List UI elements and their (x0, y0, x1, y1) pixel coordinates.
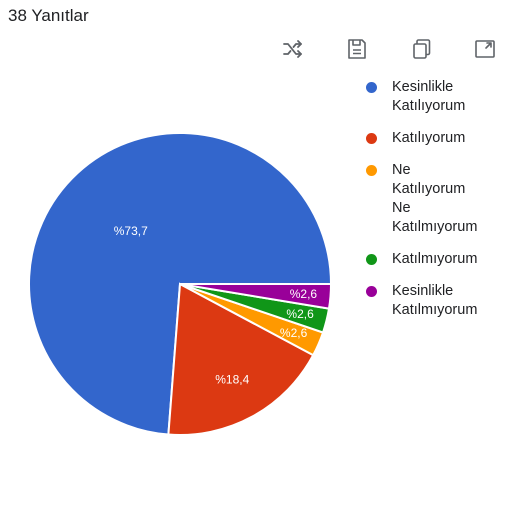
legend-swatch (366, 286, 377, 297)
legend-item-agree[interactable]: Katılıyorum (366, 129, 508, 148)
legend-swatch (366, 133, 377, 144)
legend-item-strongly-disagree[interactable]: Kesinlikle Katılmıyorum (366, 282, 508, 320)
slice-label-strongly-disagree: %2,6 (290, 287, 318, 301)
legend-swatch (366, 165, 377, 176)
save-icon (348, 39, 366, 59)
slice-label-strongly-agree: %73,7 (114, 224, 148, 238)
expand-icon (475, 40, 495, 58)
copy-button[interactable] (406, 34, 436, 64)
legend-swatch (366, 254, 377, 265)
legend-item-neutral[interactable]: Ne Katılıyorum Ne Katılmıyorum (366, 161, 508, 237)
save-button[interactable] (342, 34, 372, 64)
responses-count: 38 Yanıtlar (8, 6, 89, 25)
expand-button[interactable] (470, 34, 500, 64)
pie-chart: %73,7 %18,4 %2,6 %2,6 %2,6 (28, 132, 333, 436)
pie-slice-strongly-disagree[interactable] (179, 283, 333, 310)
copy-icon (413, 39, 431, 59)
legend-label: Kesinlikle Katılıyorum (392, 79, 466, 114)
legend-label: Katılıyorum (392, 130, 466, 146)
shuffle-button[interactable] (278, 34, 308, 64)
legend-item-strongly-agree[interactable]: Kesinlikle Katılıyorum (366, 78, 508, 116)
slice-label-disagree: %2,6 (286, 307, 314, 321)
chart-legend: Kesinlikle Katılıyorum Katılıyorum Ne Katı… (366, 78, 508, 333)
slice-label-agree: %18,4 (215, 372, 249, 386)
slice-label-neutral: %2,6 (280, 326, 308, 340)
legend-item-disagree[interactable]: Katılmıyorum (366, 250, 508, 269)
shuffle-icon (283, 40, 302, 58)
legend-swatch (366, 82, 377, 93)
legend-label: Kesinlikle Katılmıyorum (392, 283, 478, 318)
legend-label: Katılmıyorum (392, 251, 478, 267)
legend-label: Ne Katılıyorum Ne Katılmıyorum (392, 162, 478, 235)
pie-slice-agree[interactable] (167, 282, 315, 436)
chart-toolbar (278, 34, 500, 64)
